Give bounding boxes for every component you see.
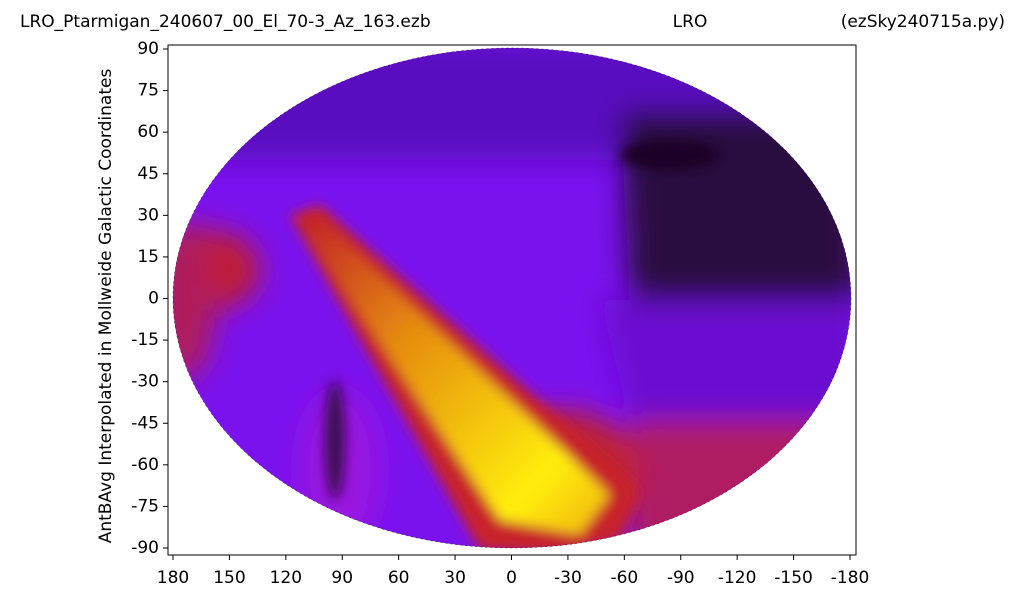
y-tick-label: -90 (131, 538, 159, 558)
y-tick-label: -30 (131, 372, 159, 392)
chart-title: LRO_Ptarmigan_240607_00_El_70-3_Az_163.e… (20, 12, 431, 32)
y-tick-label: 75 (137, 81, 159, 101)
x-tick-label: 180 (157, 568, 189, 588)
y-tick-label: 90 (137, 39, 159, 59)
x-tick-label: -150 (774, 568, 813, 588)
x-tick-label: -180 (831, 568, 870, 588)
x-tick-label: -90 (667, 568, 695, 588)
y-tick-label: -75 (131, 496, 159, 516)
y-tick-label: -15 (131, 330, 159, 350)
y-tick-label: 0 (148, 289, 159, 309)
y-tick-label: 15 (137, 247, 159, 267)
y-tick-label: 60 (137, 122, 159, 142)
y-axis-label: AntBAvg Interpolated in Mollweide Galact… (96, 69, 116, 544)
x-tick-label: 90 (331, 568, 353, 588)
right-title: (ezSky240715a.py) (841, 12, 1005, 32)
center-title: LRO (673, 12, 708, 32)
y-tick-label: -60 (131, 455, 159, 475)
x-tick-label: -30 (554, 568, 582, 588)
x-tick-label: -120 (718, 568, 757, 588)
sky-map (173, 48, 851, 548)
y-tick-label: 45 (137, 164, 159, 184)
x-tick-label: 0 (506, 568, 517, 588)
outline (172, 47, 852, 549)
x-tick-label: 120 (270, 568, 302, 588)
x-tick-label: 30 (444, 568, 466, 588)
y-tick-label: -45 (131, 413, 159, 433)
x-tick-label: 150 (213, 568, 245, 588)
y-tick-label: 30 (137, 205, 159, 225)
x-tick-label: -60 (610, 568, 638, 588)
x-tick-label: 60 (388, 568, 410, 588)
